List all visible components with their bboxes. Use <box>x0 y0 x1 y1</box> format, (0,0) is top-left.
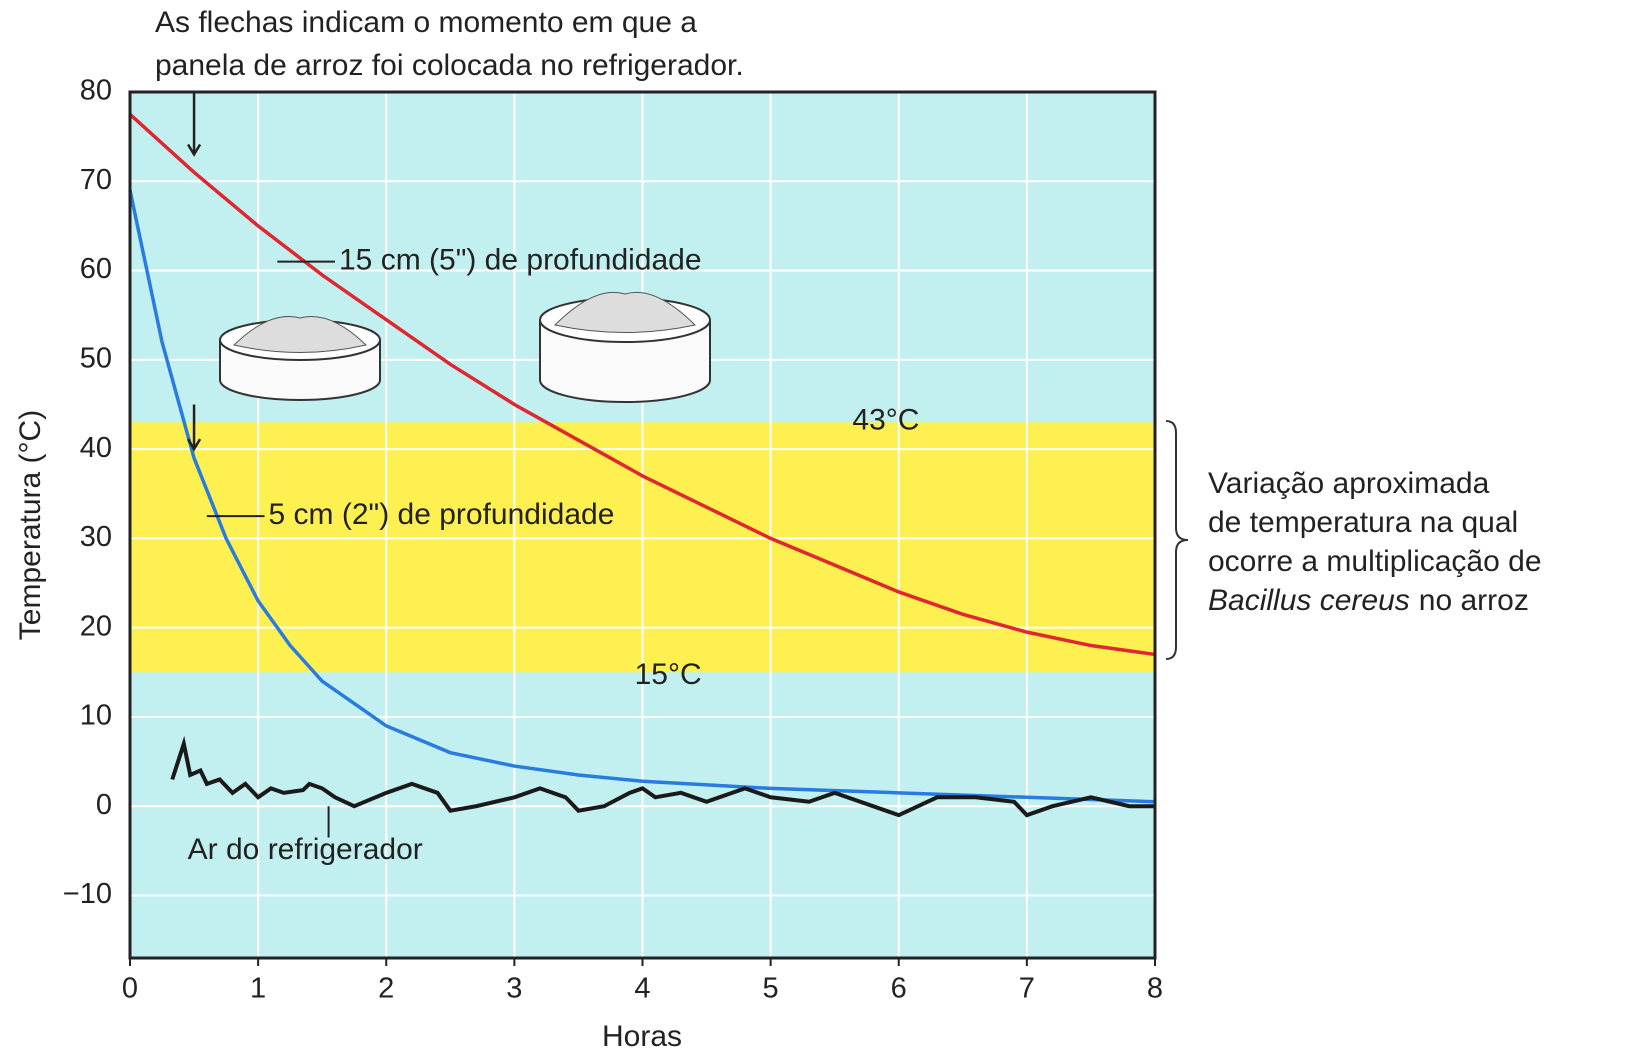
rice-bowl <box>219 316 381 401</box>
band-high-label: 43°C <box>852 403 919 436</box>
note-line: Variação aproximada <box>1208 467 1490 500</box>
y-tick-label: 80 <box>80 75 112 107</box>
x-tick-label: 7 <box>1019 973 1035 1005</box>
y-tick-label: 50 <box>80 342 112 374</box>
plot-area: −10 0 10 20 30 40 50 60 70 80 0 1 2 3 4 5 6 7 8 43°C 15°C 15 … <box>63 75 1163 1005</box>
y-tick-label: −10 <box>63 878 112 910</box>
series-line <box>128 113 1156 657</box>
x-tick-label: 5 <box>763 973 779 1005</box>
x-tick-label: 4 <box>634 973 650 1005</box>
plot-frame <box>128 90 1157 960</box>
x-axis-label: Horas <box>602 1020 682 1049</box>
illustrations <box>219 291 711 403</box>
x-tick-label: 8 <box>1147 973 1163 1005</box>
y-tick-label: 20 <box>80 610 112 642</box>
series-line <box>170 735 1155 818</box>
x-tick-label: 2 <box>378 973 394 1005</box>
note-end: no arroz <box>1419 584 1529 617</box>
y-tick-label: 10 <box>80 700 112 732</box>
x-tick-label: 0 <box>122 973 138 1005</box>
series-line <box>128 189 1156 804</box>
y-tick-label: 70 <box>80 164 112 196</box>
y-tick-label: 40 <box>80 432 112 464</box>
band-low-label: 15°C <box>635 658 702 691</box>
note-line: Bacillus cereus no arroz <box>1208 584 1529 617</box>
note-line: ocorre a multiplicação de <box>1208 545 1542 578</box>
y-axis-label: Temperatura (°C) <box>14 410 47 640</box>
series-label: 5 cm (2") de profundidade <box>269 498 615 531</box>
rice-bowl <box>539 291 711 403</box>
arrow <box>186 404 202 452</box>
y-tick-label: 30 <box>80 521 112 553</box>
x-tick-label: 1 <box>250 973 266 1005</box>
title-line: As flechas indicam o momento em que a <box>155 6 697 39</box>
x-tick-label: 6 <box>891 973 907 1005</box>
note-line: de temperatura na qual <box>1208 506 1518 539</box>
brace <box>1165 420 1189 660</box>
x-tick-label: 3 <box>506 973 522 1005</box>
arrow <box>186 92 202 157</box>
note-italic: Bacillus cereus <box>1208 584 1410 617</box>
y-tick-label: 60 <box>80 253 112 285</box>
y-tick-label: 0 <box>96 789 112 821</box>
series-label: Ar do refrigerador <box>188 833 423 866</box>
series-label: 15 cm (5") de profundidade <box>339 244 702 277</box>
title-line: panela de arroz foi colocada no refriger… <box>155 49 744 82</box>
